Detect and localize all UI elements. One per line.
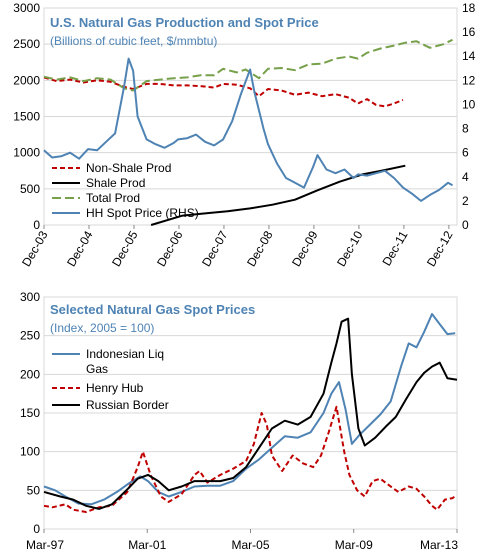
x-axis-2: Mar-97 Mar-01 Mar-05 Mar-09 Mar-13 bbox=[26, 529, 458, 552]
x-tick-label: Mar-97 bbox=[26, 538, 64, 552]
x-tick-label: Dec-07 bbox=[199, 228, 231, 269]
x-tick-label: Dec-08 bbox=[244, 228, 276, 269]
y-tick-label-right: 8 bbox=[462, 122, 469, 136]
y-axis-left-2: 0 50 100 150 200 250 300 bbox=[20, 290, 40, 536]
y-tick-label-right: 10 bbox=[462, 97, 476, 111]
y-tick-label: 100 bbox=[20, 445, 40, 459]
series-line-henry-hub bbox=[43, 405, 458, 513]
y-axis-left-1: 0 500 1000 1500 2000 2500 3000 bbox=[13, 1, 40, 232]
x-tick-label: Dec-03 bbox=[19, 228, 51, 269]
x-tick-label: Dec-12 bbox=[424, 228, 456, 269]
y-tick-label-right: 2 bbox=[462, 194, 469, 208]
x-tick-label: Mar-09 bbox=[335, 538, 373, 552]
y-tick-label: 300 bbox=[20, 290, 40, 304]
y-tick-label: 2500 bbox=[13, 37, 40, 51]
legend-2: Indonesian Liq Gas Henry Hub Russian Border bbox=[52, 347, 169, 412]
legend-label: Total Prod bbox=[86, 191, 140, 205]
x-axis-1: Dec-03 Dec-04 Dec-05 Dec-06 Dec-07 Dec-08 Dec-… bbox=[19, 225, 456, 269]
x-tick-label: Dec-05 bbox=[109, 228, 141, 269]
x-tick-label: Dec-04 bbox=[64, 228, 96, 269]
y-tick-label: 0 bbox=[33, 522, 40, 536]
y-tick-label: 50 bbox=[27, 483, 41, 497]
y-tick-label-right: 12 bbox=[462, 73, 476, 87]
series-line-total-prod bbox=[43, 38, 453, 92]
legend-label: Indonesian Liq Gas bbox=[86, 347, 164, 376]
chart-subtitle-1: (Billions of cubic feet, $/mmbtu) bbox=[50, 34, 217, 48]
x-tick-label: Dec-10 bbox=[334, 228, 366, 269]
series-group-1 bbox=[43, 38, 453, 226]
y-tick-label: 250 bbox=[20, 329, 40, 343]
legend-label: Russian Border bbox=[86, 398, 169, 412]
series-line-russian-border bbox=[43, 317, 458, 510]
series-line-non-shale-prod bbox=[43, 76, 404, 108]
y-tick-label-right: 14 bbox=[462, 49, 476, 63]
y-tick-label: 2000 bbox=[13, 73, 40, 87]
y-tick-label: 200 bbox=[20, 367, 40, 381]
y-tick-label-right: 0 bbox=[462, 218, 469, 232]
y-axis-right-1: 0 2 4 6 8 10 12 14 16 18 bbox=[462, 1, 476, 232]
x-tick-label: Dec-06 bbox=[154, 228, 186, 269]
chart-title-2: Selected Natural Gas Spot Prices bbox=[50, 302, 255, 317]
y-tick-label: 1000 bbox=[13, 146, 40, 160]
x-tick-label: Dec-09 bbox=[289, 228, 321, 269]
y-tick-label: 0 bbox=[33, 218, 40, 232]
legend-label: Henry Hub bbox=[86, 381, 144, 395]
legend-label: Non-Shale Prod bbox=[86, 161, 171, 175]
y-tick-label-right: 6 bbox=[462, 146, 469, 160]
chart-title-1: U.S. Natural Gas Production and Spot Pri… bbox=[50, 15, 319, 30]
legend-label: HH Spot Price (RHS) bbox=[86, 206, 199, 220]
y-tick-label: 1500 bbox=[13, 110, 40, 124]
series-line-hh-spot-price-rhs bbox=[43, 57, 453, 202]
legend-label: Shale Prod bbox=[86, 176, 145, 190]
x-tick-label: Mar-13 bbox=[420, 538, 458, 552]
series-line-indonesian-liq-gas bbox=[43, 313, 456, 506]
y-tick-label-right: 18 bbox=[462, 1, 476, 15]
x-tick-label: Mar-05 bbox=[231, 538, 269, 552]
y-tick-label: 150 bbox=[20, 406, 40, 420]
x-tick-label: Dec-11 bbox=[379, 228, 410, 268]
y-tick-label: 3000 bbox=[13, 1, 40, 15]
y-tick-label-right: 16 bbox=[462, 25, 476, 39]
y-tick-label-right: 4 bbox=[462, 170, 469, 184]
production-price-chart: 0 500 1000 1500 2000 2500 3000 0 2 4 6 8 10 12 14 16 18… bbox=[13, 1, 475, 269]
series-group-2 bbox=[43, 313, 458, 513]
chart-subtitle-2: (Index, 2005 = 100) bbox=[50, 321, 154, 335]
x-tick-label: Mar-01 bbox=[128, 538, 166, 552]
y-tick-label: 500 bbox=[20, 182, 40, 196]
series-line-shale-prod bbox=[150, 164, 406, 226]
